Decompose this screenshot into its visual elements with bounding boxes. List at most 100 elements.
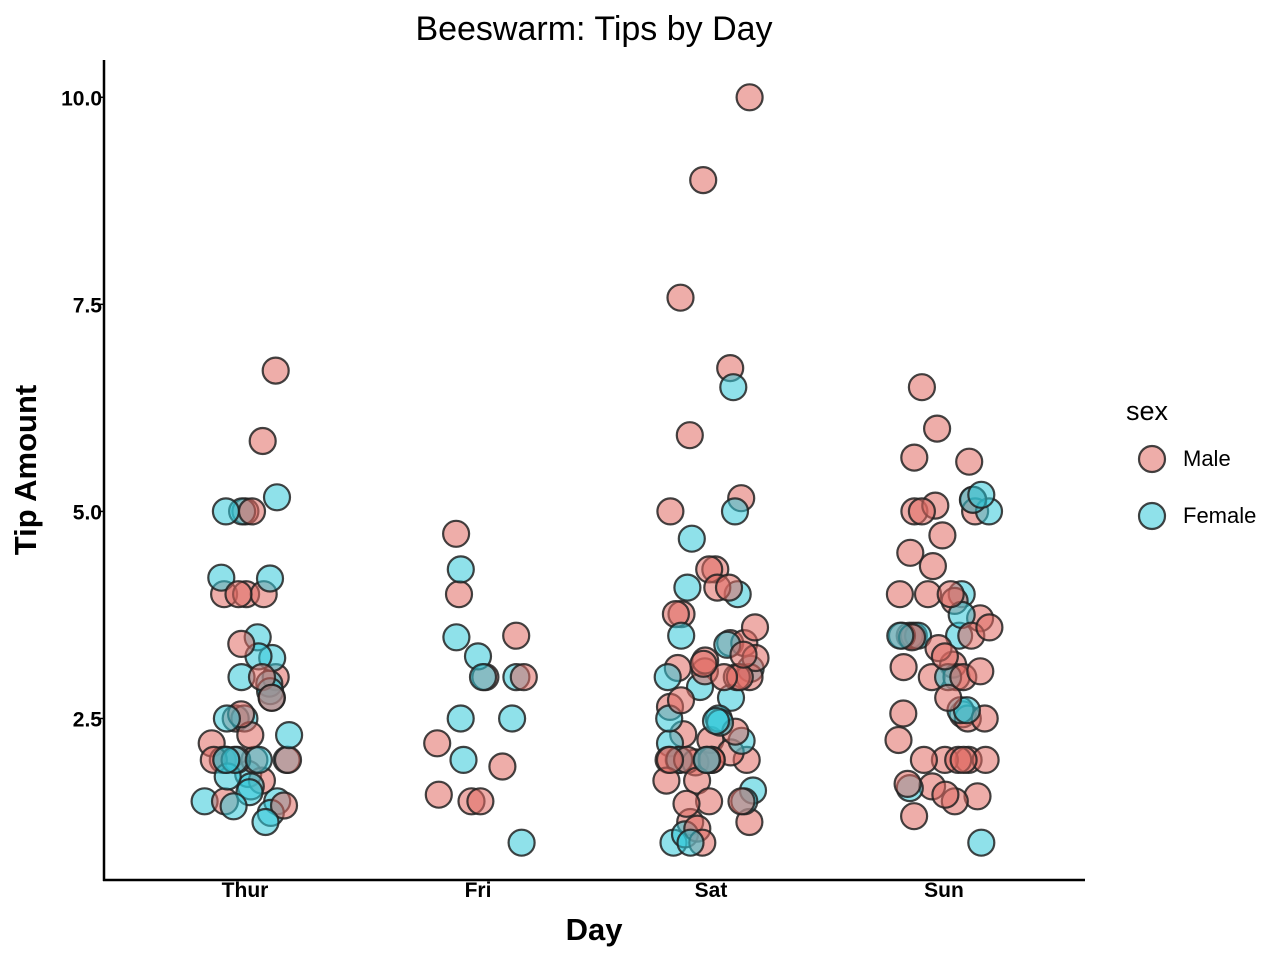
point-male-sun bbox=[896, 538, 925, 567]
point-male-sun bbox=[922, 414, 952, 443]
point-female-fri bbox=[442, 623, 471, 652]
point-female-thur bbox=[207, 563, 236, 592]
legend-swatch-male bbox=[1137, 444, 1167, 474]
point-male-thur bbox=[257, 683, 286, 712]
point-male-sun bbox=[930, 642, 960, 671]
legend-label-female: Female bbox=[1183, 503, 1256, 528]
point-female-thur bbox=[219, 792, 248, 821]
x-tick-label-thur: Thur bbox=[222, 879, 269, 902]
point-male-sat bbox=[727, 787, 756, 816]
point-male-sun bbox=[966, 657, 995, 686]
point-male-sun bbox=[907, 373, 937, 402]
point-male-sat bbox=[729, 640, 758, 669]
legend-title: sex bbox=[1126, 396, 1169, 426]
x-ticks: Thur Fri Sat Sun bbox=[222, 879, 964, 902]
point-female-sun bbox=[967, 480, 996, 509]
point-female-sat bbox=[719, 373, 748, 402]
point-male-sun bbox=[899, 802, 929, 831]
point-male-sun bbox=[963, 782, 992, 811]
point-male-sat bbox=[666, 686, 696, 715]
point-male-sat bbox=[735, 83, 764, 112]
y-tick-label: 10.0 bbox=[61, 87, 102, 110]
point-male-sun bbox=[893, 769, 922, 799]
point-female-fri bbox=[507, 828, 536, 857]
y-ticks: 2.5 5.0 7.5 10.0 bbox=[61, 87, 104, 731]
point-female-sat bbox=[720, 497, 750, 526]
point-male-sat bbox=[740, 613, 770, 642]
point-female-sat bbox=[673, 573, 702, 602]
point-female-fri bbox=[446, 555, 475, 584]
y-tick-label: 5.0 bbox=[73, 501, 102, 524]
x-tick-label-fri: Fri bbox=[465, 879, 492, 902]
point-male-thur bbox=[237, 497, 267, 526]
y-tick-label: 2.5 bbox=[73, 708, 103, 731]
point-female-thur bbox=[212, 745, 241, 775]
point-male-fri bbox=[502, 621, 531, 650]
point-male-sun bbox=[975, 613, 1004, 642]
point-female-thur bbox=[262, 483, 292, 512]
point-female-sat bbox=[667, 621, 696, 650]
point-female-sat bbox=[701, 706, 731, 736]
point-male-sun bbox=[949, 745, 978, 775]
point-female-sun bbox=[886, 621, 915, 650]
point-male-sat bbox=[672, 789, 701, 818]
point-male-thur bbox=[269, 791, 299, 820]
point-male-fri bbox=[424, 780, 453, 809]
point-male-sat bbox=[666, 283, 695, 312]
point-male-sun bbox=[934, 683, 963, 712]
point-male-sat bbox=[689, 166, 718, 195]
point-male-fri bbox=[444, 580, 474, 609]
point-male-sun bbox=[907, 497, 937, 526]
legend: sex Male Female bbox=[1126, 396, 1256, 531]
point-male-thur bbox=[273, 745, 303, 775]
point-male-fri bbox=[488, 752, 517, 781]
point-female-fri bbox=[468, 662, 498, 692]
point-male-sun bbox=[900, 443, 929, 472]
point-male-sun bbox=[918, 551, 948, 581]
points-layer bbox=[190, 83, 1004, 857]
point-male-sat bbox=[689, 649, 718, 678]
point-female-sat bbox=[676, 828, 705, 857]
point-female-thur bbox=[211, 497, 240, 526]
point-female-thur bbox=[255, 564, 285, 593]
point-male-sun bbox=[928, 521, 957, 550]
point-male-sat bbox=[655, 745, 685, 775]
point-male-fri bbox=[509, 662, 538, 692]
point-male-sun bbox=[889, 699, 918, 728]
x-axis-title: Day bbox=[566, 912, 624, 947]
point-male-sun bbox=[955, 447, 984, 476]
point-female-thur bbox=[244, 745, 273, 775]
point-male-sat bbox=[675, 421, 704, 450]
point-male-sat bbox=[709, 662, 739, 692]
point-male-sun bbox=[885, 580, 915, 609]
point-female-thur bbox=[212, 704, 241, 733]
point-female-sat bbox=[677, 524, 706, 553]
x-tick-label-sat: Sat bbox=[695, 879, 728, 902]
point-male-thur bbox=[227, 629, 256, 659]
point-female-fri bbox=[497, 704, 527, 733]
point-male-thur bbox=[261, 356, 290, 385]
point-male-thur bbox=[224, 580, 253, 609]
point-female-fri bbox=[449, 745, 478, 775]
point-female-fri bbox=[446, 704, 475, 733]
point-male-fri bbox=[423, 729, 452, 758]
x-tick-label-sun: Sun bbox=[924, 879, 964, 902]
point-male-fri bbox=[466, 787, 495, 816]
legend-label-male: Male bbox=[1183, 446, 1231, 471]
y-tick-label: 7.5 bbox=[73, 294, 103, 317]
point-female-sat bbox=[653, 662, 682, 692]
y-axis-title: Tip Amount bbox=[8, 385, 43, 555]
chart-title: Beeswarm: Tips by Day bbox=[415, 10, 772, 48]
point-male-sun bbox=[889, 652, 918, 682]
point-male-fri bbox=[442, 519, 471, 548]
point-female-thur bbox=[275, 720, 304, 750]
point-male-sun bbox=[909, 745, 939, 775]
point-male-sun bbox=[931, 780, 960, 809]
point-male-sun bbox=[936, 580, 965, 609]
point-male-thur bbox=[248, 426, 277, 456]
legend-swatch-female bbox=[1137, 501, 1167, 531]
point-male-sat bbox=[714, 573, 744, 602]
point-male-sat bbox=[656, 497, 685, 526]
point-female-sat bbox=[692, 745, 721, 775]
